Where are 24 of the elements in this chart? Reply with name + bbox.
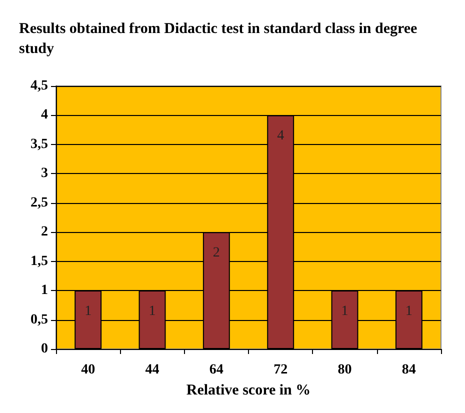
data-label: 4 (277, 128, 284, 144)
y-tick-label: 4,5 (30, 78, 48, 94)
y-tick-label: 0,5 (30, 312, 48, 328)
y-tick-label: 2,5 (30, 195, 48, 210)
x-tick-label: 84 (402, 362, 416, 378)
y-tick-label: 2 (41, 224, 48, 240)
y-tick-label: 1,5 (30, 254, 48, 269)
chart-title: Results obtained from Didactic test in standard class in degree study (19, 21, 421, 57)
x-tick-label: 64 (209, 362, 224, 378)
y-tick-label: 1 (41, 283, 48, 298)
data-label: 1 (148, 304, 156, 320)
x-tick-label: 80 (338, 362, 352, 378)
x-tick-label: 44 (145, 362, 160, 378)
y-tick-label: 0 (41, 342, 48, 356)
data-label: 2 (212, 246, 220, 261)
y-tick-label: 4 (41, 108, 48, 123)
x-tick-label: 40 (81, 362, 96, 378)
x-axis-title: Relative score in % (186, 382, 311, 398)
data-label: 1 (405, 304, 412, 320)
x-tick-label: 72 (274, 362, 288, 378)
y-tick-label: 3,5 (30, 136, 48, 152)
data-label: 1 (84, 304, 92, 320)
y-tick-label: 3 (41, 166, 48, 182)
data-label: 1 (341, 304, 348, 320)
